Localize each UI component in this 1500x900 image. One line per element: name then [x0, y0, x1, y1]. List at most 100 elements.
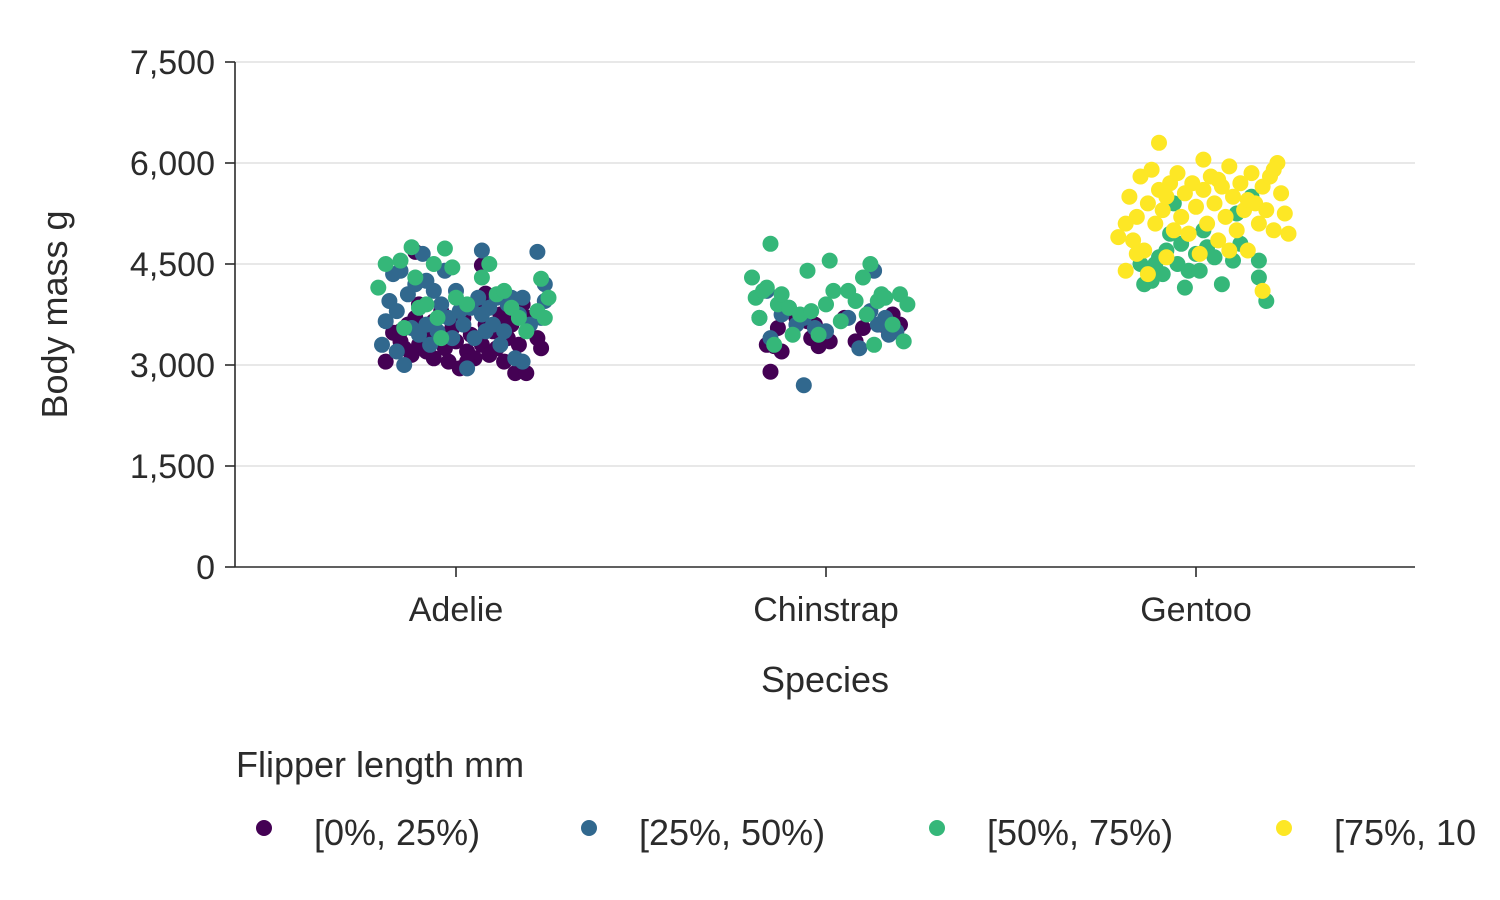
data-point: [496, 282, 513, 299]
data-point: [388, 303, 405, 320]
legend-label: [50%, 75%): [987, 812, 1173, 853]
data-point: [1139, 195, 1156, 212]
x-tick-label: Gentoo: [1140, 591, 1252, 629]
data-point: [1250, 269, 1267, 286]
data-point: [1180, 262, 1197, 279]
data-point: [496, 323, 513, 340]
legend: [0%, 25%) [25%, 50%) [50%, 75%) [75%, 10: [256, 812, 1476, 853]
y-tick-label: 3,000: [130, 347, 215, 385]
data-point: [825, 282, 842, 299]
data-point: [1225, 188, 1241, 205]
data-point: [1151, 134, 1167, 151]
data-point: [1143, 161, 1160, 178]
data-point: [751, 309, 768, 326]
data-point: [1139, 266, 1156, 283]
data-point: [1191, 262, 1208, 279]
data-point: [1217, 208, 1234, 225]
data-point: [1188, 198, 1204, 215]
data-point: [1191, 245, 1208, 262]
data-point: [832, 313, 849, 330]
data-point: [866, 336, 883, 353]
data-point: [1158, 249, 1175, 266]
data-point: [444, 330, 461, 347]
data-point: [374, 336, 390, 353]
data-point: [1273, 185, 1290, 202]
data-point: [540, 289, 557, 306]
data-point: [1173, 208, 1190, 225]
legend-label: [0%, 25%): [314, 812, 480, 853]
data-point: [1180, 225, 1197, 242]
data-point: [388, 343, 405, 360]
data-point: [481, 256, 498, 272]
data-point: [1265, 161, 1282, 178]
data-point: [510, 336, 527, 353]
data-point: [855, 320, 871, 336]
data-point: [514, 289, 531, 306]
data-point: [1125, 232, 1142, 249]
data-point: [784, 326, 801, 343]
y-tick-labels: 0 1,500 3,000 4,500 6,000 7,500: [130, 44, 235, 587]
data-point: [799, 262, 816, 279]
y-tick-label: 0: [196, 549, 215, 587]
data-point: [459, 296, 476, 313]
y-tick-label: 4,500: [130, 246, 215, 284]
data-point: [1258, 202, 1275, 219]
data-point: [1254, 282, 1271, 299]
data-point: [1210, 171, 1227, 188]
data-point: [396, 357, 413, 373]
data-point: [444, 259, 461, 276]
data-point: [744, 269, 760, 286]
data-point: [899, 296, 916, 313]
data-point: [1117, 262, 1134, 279]
legend-swatch: [1276, 820, 1292, 836]
data-point: [1206, 249, 1223, 266]
data-point: [851, 340, 868, 357]
data-point: [433, 330, 450, 347]
x-tick-label: Adelie: [409, 591, 504, 629]
data-point: [514, 353, 531, 370]
data-point: [1195, 181, 1212, 198]
data-point: [1128, 208, 1145, 225]
data-point: [855, 269, 871, 286]
data-point: [436, 240, 453, 257]
data-point: [1280, 225, 1297, 242]
data-point: [1199, 215, 1216, 232]
data-point: [1221, 158, 1238, 175]
data-point: [1154, 202, 1171, 219]
data-point: [1232, 175, 1249, 192]
data-point: [1213, 276, 1230, 293]
data-point: [766, 336, 783, 353]
data-point: [473, 242, 490, 259]
data-point: [1165, 222, 1182, 239]
legend-title: Flipper length mm: [236, 744, 524, 785]
data-point: [429, 309, 446, 326]
data-point: [1250, 215, 1267, 232]
data-points: [370, 134, 1297, 394]
data-point: [884, 316, 901, 333]
data-point: [425, 256, 442, 272]
data-point: [1169, 165, 1186, 182]
data-point: [1265, 222, 1282, 239]
data-point: [1147, 215, 1164, 232]
data-point: [1158, 188, 1175, 205]
data-point: [1128, 245, 1145, 262]
legend-swatch: [256, 820, 272, 836]
data-point: [1110, 229, 1127, 246]
data-point: [1239, 192, 1256, 208]
data-point: [818, 296, 834, 313]
data-point: [518, 323, 535, 340]
data-point: [377, 353, 394, 370]
y-axis-title: Body mass g: [34, 210, 75, 418]
data-point: [803, 303, 820, 320]
data-point: [533, 340, 550, 357]
data-point: [459, 360, 476, 377]
data-point: [877, 289, 894, 306]
data-point: [377, 313, 394, 330]
legend-label: [25%, 50%): [639, 812, 825, 853]
data-point: [1195, 151, 1212, 168]
data-point: [396, 320, 413, 336]
data-point: [418, 296, 435, 313]
data-point: [425, 350, 442, 367]
data-point: [455, 316, 472, 333]
x-tick-label: Chinstrap: [753, 591, 899, 629]
